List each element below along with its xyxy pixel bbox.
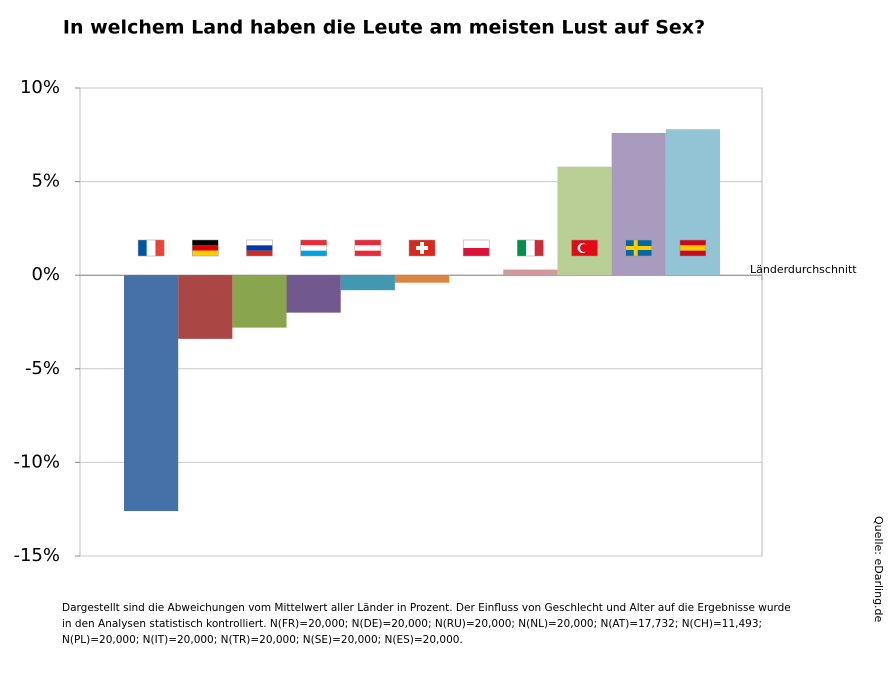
bar [503, 269, 558, 276]
flag-part [633, 240, 638, 256]
flag-part [420, 242, 424, 254]
flag-part [192, 250, 219, 256]
flag-part [300, 240, 327, 246]
flag-part [354, 250, 381, 256]
bar [232, 275, 287, 328]
footnote: Dargestellt sind die Abweichungen vom Mi… [62, 602, 791, 646]
flag-part [246, 240, 273, 246]
flag-part [354, 240, 381, 246]
flag-part [354, 239, 382, 257]
flag-part [192, 245, 219, 251]
flag-part [155, 240, 165, 256]
flag-part [300, 245, 327, 251]
flag-part [137, 239, 165, 257]
flag-part [679, 245, 706, 251]
flag-part [300, 239, 327, 257]
flag-part [354, 245, 381, 251]
y-tick-label: -15% [13, 545, 60, 566]
annotation: Länderdurchschnitt [750, 263, 857, 276]
flag-part [463, 248, 490, 256]
flag-part [526, 240, 535, 256]
flag-part [625, 239, 652, 257]
y-tick-label: -10% [13, 451, 60, 472]
y-tick-label: -5% [25, 358, 60, 379]
bar [340, 275, 395, 291]
bar [178, 275, 233, 339]
flag-part [192, 240, 219, 246]
flag-part [463, 240, 490, 248]
flag-part [408, 239, 436, 257]
chart-title: In welchem Land haben die Leute am meist… [63, 17, 705, 39]
flag-part [580, 244, 589, 252]
flag-part [138, 240, 147, 256]
flag-part [146, 240, 156, 256]
flag-part [246, 239, 273, 257]
bar [557, 166, 612, 276]
y-tick-label: 0% [31, 264, 60, 285]
flag-part [534, 240, 544, 256]
flag-part [517, 240, 527, 256]
flag-part [192, 239, 219, 257]
bar [124, 275, 179, 512]
flag-part [462, 239, 490, 257]
flag-part [625, 246, 652, 250]
bar [394, 275, 450, 283]
bar [286, 275, 341, 313]
y-tick-label: 5% [31, 171, 60, 192]
flag-part [679, 239, 707, 257]
source: Quelle: eDarling.de [872, 516, 885, 623]
flag-part [679, 250, 706, 256]
y-tick-label: 10% [20, 77, 60, 98]
flag-part [517, 239, 544, 257]
flag-part [571, 239, 598, 257]
flag-part [246, 250, 273, 256]
flag-part [679, 240, 706, 246]
flag-part [246, 245, 273, 251]
flag-part [300, 250, 327, 256]
